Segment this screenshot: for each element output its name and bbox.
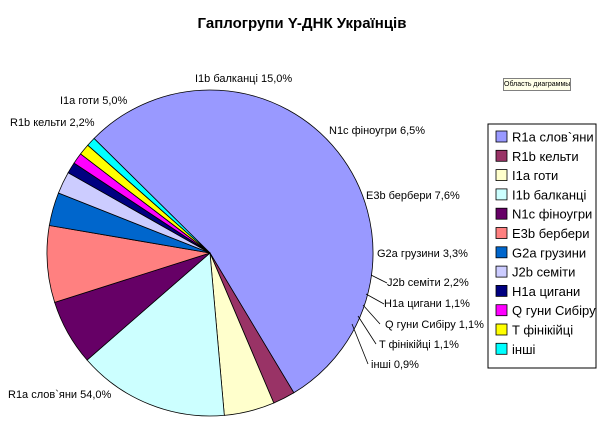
- legend-label-8: J2b семіти: [512, 265, 575, 280]
- legend-swatch-12: [495, 342, 508, 355]
- legend-swatch-1: [495, 130, 508, 143]
- data-label-3: I1a готи 5,0%: [60, 95, 128, 107]
- data-label-7: G2a грузини 3,3%: [377, 248, 468, 260]
- legend-label-4: I1b балканці: [512, 187, 586, 202]
- legend-swatch-9: [495, 284, 508, 297]
- data-label-6: E3b бербери 7,6%: [366, 190, 460, 202]
- pie-slices: [46, 89, 374, 417]
- data-label-4: I1b балканці 15,0%: [195, 73, 292, 85]
- legend: R1a слов`яни R1b кельти I1a готи I1b балкан…: [487, 123, 597, 369]
- legend-label-2: R1b кельти: [512, 149, 579, 164]
- leader-line-8: [370, 274, 388, 284]
- legend-label-7: G2a грузини: [512, 245, 586, 260]
- legend-swatch-8: [495, 265, 508, 278]
- pie-slice-1: [93, 89, 374, 394]
- data-label-11: T фінікійці 1,1%: [379, 339, 459, 351]
- pie-slice-12: [87, 137, 211, 254]
- data-label-8: J2b семіти 2,2%: [387, 277, 469, 289]
- data-label-2: R1b кельти 2,2%: [10, 117, 95, 129]
- legend-swatch-11: [495, 323, 508, 336]
- leader-line-11: [357, 315, 377, 345]
- chart-title: Гаплогрупи Y-ДНК Українців: [198, 15, 407, 32]
- data-label-10: Q гуни Сибіру 1,1%: [385, 319, 484, 331]
- legend-label-9: H1a цигани: [512, 284, 580, 299]
- legend-swatch-10: [495, 304, 508, 317]
- legend-label-1: R1a слов`яни: [512, 130, 594, 145]
- leader-line-12: [351, 323, 369, 365]
- legend-label-5: N1c фіноугри: [512, 207, 592, 222]
- data-label-9: H1a цигани 1,1%: [384, 298, 470, 310]
- legend-label-12: інші: [512, 342, 535, 357]
- leader-lines: [351, 274, 388, 365]
- legend-label-10: Q гуни Сибіру: [512, 303, 596, 318]
- pie-slice-4: [86, 252, 225, 417]
- legend-swatch-4: [495, 188, 508, 201]
- legend-label-6: E3b бербери: [512, 226, 590, 241]
- leader-line-10: [362, 304, 381, 325]
- legend-label-11: T фінікійці: [512, 323, 573, 338]
- data-label-1: R1a слов`яни 54,0%: [8, 389, 112, 401]
- data-labels: R1a слов`яни 54,0% R1b кельти 2,2% I1a гот…: [8, 73, 484, 401]
- legend-swatch-5: [495, 207, 508, 220]
- legend-swatch-6: [495, 227, 508, 239]
- leader-line-9: [365, 293, 385, 305]
- legend-swatch-2: [495, 149, 508, 162]
- legend-label-3: I1a готи: [512, 168, 558, 183]
- chart-area-tooltip: Область диаграммы: [503, 78, 571, 91]
- data-label-12: інші 0,9%: [371, 359, 419, 371]
- legend-swatch-3: [495, 169, 508, 182]
- legend-swatch-7: [495, 246, 508, 259]
- data-label-5: N1c фіноугри 6,5%: [329, 125, 425, 137]
